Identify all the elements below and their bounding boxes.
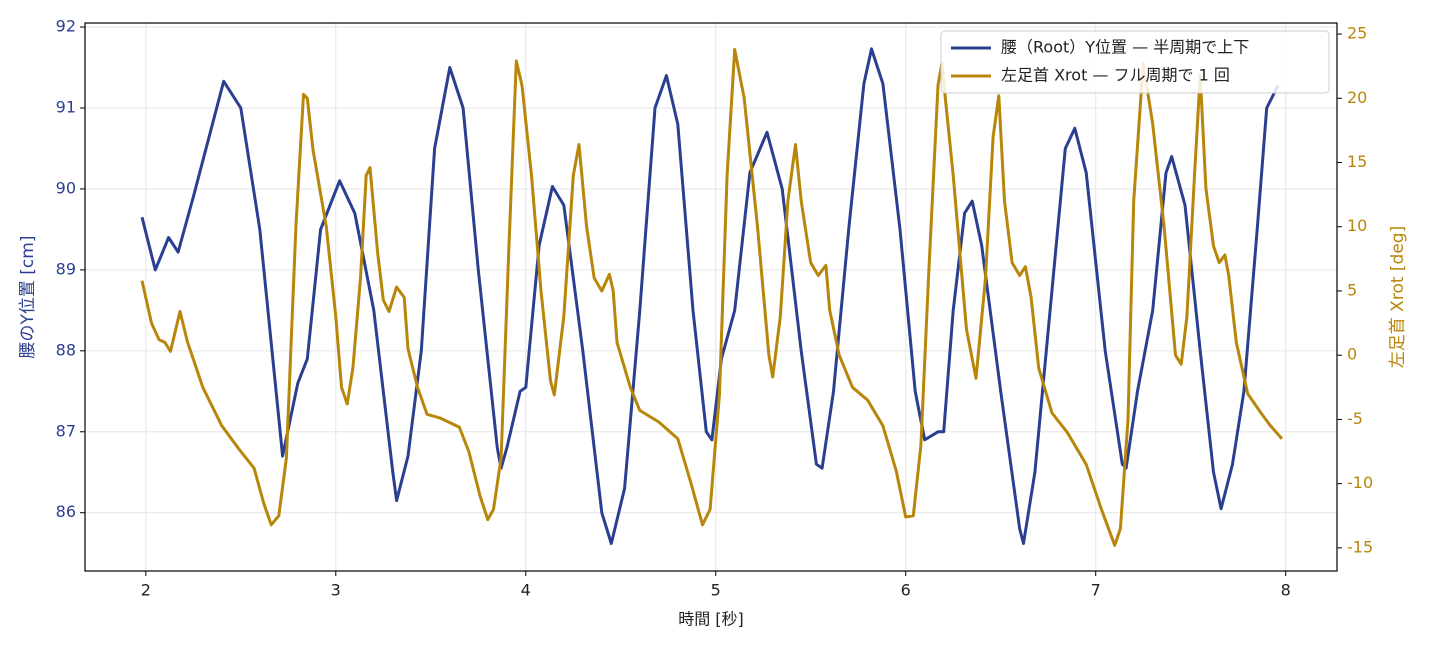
y2-tick-label: 5: [1347, 280, 1357, 299]
y-tick-label: 90: [56, 178, 76, 197]
y-tick-label: 89: [56, 259, 76, 278]
y-axis-label: 腰のY位置 [cm]: [18, 236, 38, 359]
x-tick-label: 4: [521, 581, 531, 600]
legend-label: 左足首 Xrot — フル周期で 1 回: [1001, 66, 1230, 85]
x-tick-label: 2: [141, 581, 151, 600]
series-line: [140, 47, 1280, 545]
x-tick-label: 6: [901, 581, 911, 600]
y2-tick-label: 20: [1347, 88, 1367, 107]
x-tick-label: 5: [711, 581, 721, 600]
y-tick-label: 88: [56, 340, 76, 359]
y2-tick-label: 25: [1347, 24, 1367, 43]
x-tick-label: 8: [1281, 581, 1291, 600]
y-tick-label: 92: [56, 17, 76, 36]
y-tick-label: 91: [56, 97, 76, 116]
x-tick-label: 3: [331, 581, 341, 600]
y-tick-label: 86: [56, 502, 76, 521]
series-line: [140, 48, 1284, 547]
y2-tick-label: -5: [1347, 409, 1363, 428]
y2-tick-label: -15: [1347, 537, 1373, 556]
y-tick-label: 87: [56, 421, 76, 440]
legend-box: [940, 30, 1330, 94]
plot-frame: [84, 22, 1338, 572]
legend-label: 腰（Root）Y位置 — 半周期で上下: [1001, 38, 1249, 57]
x-tick-label: 7: [1091, 581, 1101, 600]
y2-tick-label: 0: [1347, 345, 1357, 364]
y2-tick-label: 10: [1347, 216, 1367, 235]
y2-tick-label: 15: [1347, 152, 1367, 171]
y2-tick-label: -10: [1347, 473, 1373, 492]
x-axis-label: 時間 [秒]: [678, 610, 744, 629]
y2-axis-label: 左足首 Xrot [deg]: [1388, 226, 1408, 368]
